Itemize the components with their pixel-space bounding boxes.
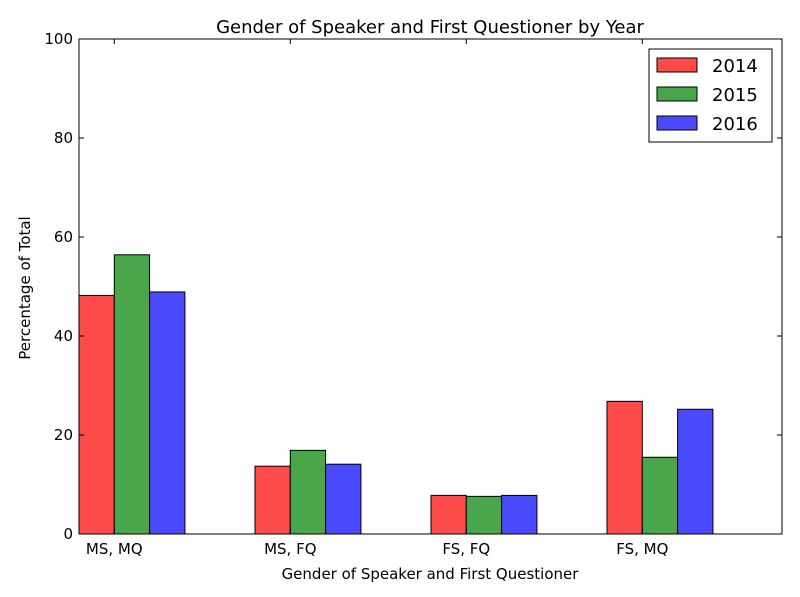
legend-swatch-2016: [656, 115, 698, 131]
chart-title: Gender of Speaker and First Questioner b…: [216, 17, 644, 38]
y-tick-label: 80: [54, 129, 73, 147]
bar-2016-1: [149, 291, 186, 535]
bar-2014-4: [606, 400, 643, 535]
x-axis-title: Gender of Speaker and First Questioner: [282, 565, 580, 583]
legend-label-2015: 2015: [712, 85, 758, 106]
legend-swatch-2015: [656, 86, 698, 102]
bar-2015-4: [641, 456, 679, 535]
bar-2014-3: [430, 494, 467, 535]
x-tick-label: FS, MQ: [616, 540, 668, 558]
bar-2014-2: [254, 465, 291, 535]
x-tick-label: FS, FQ: [442, 540, 490, 558]
y-tick-label: 40: [54, 327, 73, 345]
bar-2015-2: [289, 449, 327, 535]
x-tick-label: MS, FQ: [264, 540, 316, 558]
bar-2015-3: [465, 495, 503, 535]
y-tick-label: 0: [63, 525, 73, 543]
y-tick-label: 60: [54, 228, 73, 246]
legend-swatch-2014: [656, 57, 698, 73]
bar-2016-4: [677, 408, 714, 535]
bars-group: [78, 254, 714, 535]
bar-2015-1: [113, 254, 151, 535]
x-axis: MS, MQ MS, FQ FS, FQ FS, MQ: [86, 39, 668, 558]
bar-2014-1: [78, 294, 115, 535]
bar-2016-2: [325, 463, 362, 535]
y-axis-title: Percentage of Total: [16, 216, 34, 359]
y-tick-label: 20: [54, 426, 73, 444]
x-tick-label: MS, MQ: [86, 540, 143, 558]
legend-label-2014: 2014: [712, 56, 758, 77]
y-axis: 0 20 40 60 80 100: [44, 30, 782, 543]
plot-frame: [78, 38, 783, 535]
legend: 2014 2015 2016: [648, 48, 773, 143]
legend-label-2016: 2016: [712, 114, 758, 135]
bar-2016-3: [501, 494, 538, 535]
y-tick-label: 100: [44, 30, 73, 48]
